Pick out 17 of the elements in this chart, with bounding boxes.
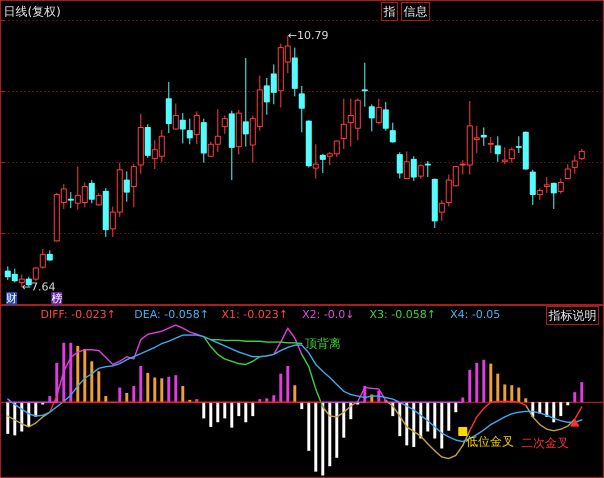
text: DEA: -0.058↑ <box>134 308 209 321</box>
text: DIFF: -0.023↑ <box>40 308 116 321</box>
text: X2: -0.0↓ <box>302 308 355 321</box>
text: 指标说明 <box>548 308 596 322</box>
text: X4: -0.05 <box>450 308 500 321</box>
chart-title: 日线(复权) <box>4 4 61 18</box>
annotation: 指 <box>382 4 396 18</box>
series-label: 低位金叉 <box>466 434 514 449</box>
text: X3: -0.058↑ <box>370 308 436 321</box>
annotation: 榜 <box>51 292 62 305</box>
annotation: ←7.64 <box>22 280 56 294</box>
series-label: 二次金叉 <box>520 436 569 450</box>
annotation: 信息 <box>404 4 428 18</box>
annotation: ←10.79 <box>288 29 328 42</box>
series-label: 顶背离 <box>304 336 341 351</box>
text: X1: -0.023↑ <box>222 308 288 321</box>
annotation: 财 <box>6 292 18 305</box>
